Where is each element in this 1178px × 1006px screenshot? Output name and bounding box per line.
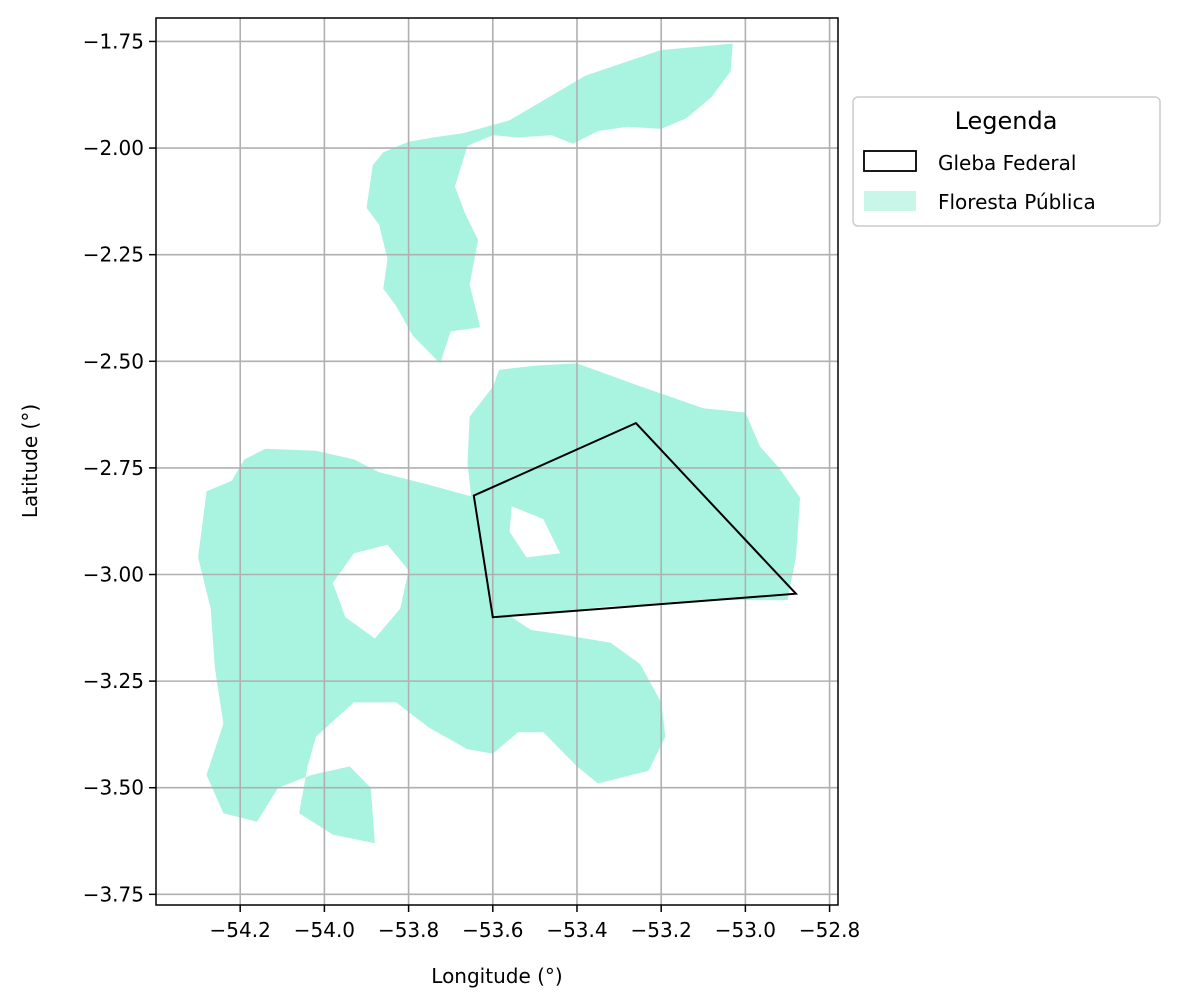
y-tick-label-1: −2.00 [83,136,144,160]
y-tick-label-5: −3.00 [83,563,144,587]
x-tick-label-1: −54.0 [294,918,355,942]
x-tick-label-7: −52.8 [799,918,860,942]
x-tick-label-3: −53.6 [462,918,523,942]
y-tick-label-4: −2.75 [83,456,144,480]
y-axis: −1.75 −2.00 −2.25 −2.50 −2.75 −3.00 −3.25 −3.50… [83,29,156,906]
gleba-federal-layer [472,421,799,619]
floresta-publica-layer [198,43,801,844]
y-tick-label-2: −2.25 [83,243,144,267]
y-tick-label-3: −2.50 [83,349,144,373]
legend-title: Legenda [955,107,1058,135]
x-tick-label-2: −53.8 [378,918,439,942]
gleba-federal-outline [472,421,799,619]
x-tick-label-6: −53.0 [715,918,776,942]
plot-frame [155,17,839,906]
floresta-publica-polygon-0 [366,43,733,364]
y-tick-label-8: −3.75 [83,882,144,906]
y-tick-label-6: −3.25 [83,669,144,693]
y-tick-label-7: −3.50 [83,776,144,800]
x-tick-label-4: −53.4 [546,918,607,942]
x-axis: −54.2 −54.0 −53.8 −53.6 −53.4 −53.2 −53.0 −52.8 [210,905,860,942]
legend-box [852,96,1161,227]
x-tick-label-5: −53.2 [631,918,692,942]
legend-swatch-floresta-publica [864,191,916,211]
floresta-publica-gap-1 [509,506,561,558]
plot-area [155,17,839,906]
legend-label-gleba-federal: Gleba Federal [938,151,1076,175]
floresta-publica-gap-0 [332,544,409,639]
legend: Legenda Gleba Federal Floresta Pública [852,96,1161,227]
x-axis-label: Longitude (°) [431,964,562,988]
grid-layer [156,18,838,905]
floresta-publica-polygon-2 [198,448,666,844]
legend-swatch-gleba-federal [863,150,917,172]
x-tick-label-0: −54.2 [210,918,271,942]
legend-label-floresta-publica: Floresta Pública [938,190,1096,214]
y-axis-label: Latitude (°) [18,404,42,518]
y-tick-label-0: −1.75 [83,29,144,53]
